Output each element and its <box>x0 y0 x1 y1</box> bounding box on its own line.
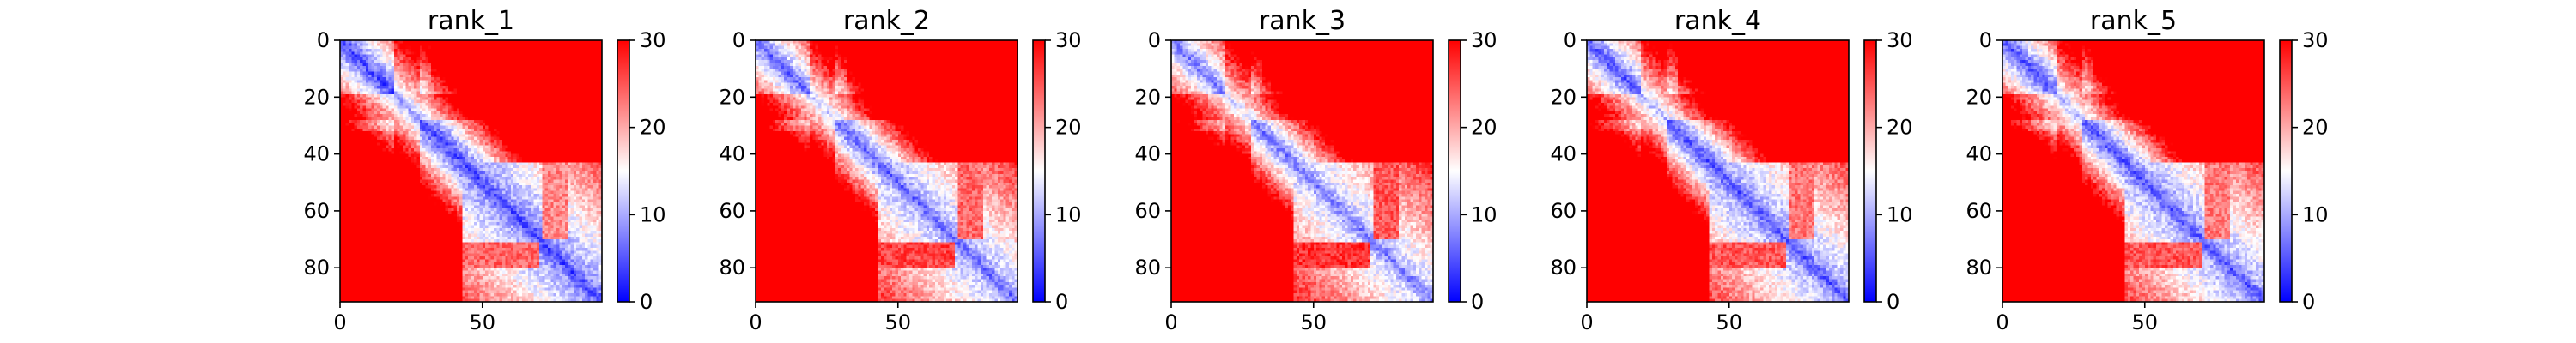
y-tick-label: 40 <box>1550 142 1577 166</box>
x-tick-label: 50 <box>469 310 495 334</box>
colorbar-tick-label: 0 <box>2302 290 2315 314</box>
y-tick-label: 20 <box>1550 85 1577 109</box>
x-tick-label: 0 <box>1996 310 2008 334</box>
panel-rank_1: rank_1 0 50 0 20 40 60 80 0 10 20 30 <box>303 6 665 334</box>
colorbar-tick-label: 30 <box>2302 28 2329 52</box>
heatmap-cells <box>2002 40 2265 303</box>
y-tick-label: 0 <box>732 28 745 52</box>
y-tick-label: 0 <box>1148 28 1161 52</box>
y-tick-label: 20 <box>719 85 745 109</box>
y-tick-label: 80 <box>1965 256 1992 280</box>
heatmap-cells <box>340 40 603 303</box>
y-tick-label: 80 <box>1134 256 1161 280</box>
y-tick-label: 0 <box>1979 28 1992 52</box>
colorbar-tick-label: 30 <box>640 28 666 52</box>
colorbar-gradient <box>1033 40 1045 302</box>
y-tick-label: 40 <box>303 142 330 166</box>
colorbar-tick-label: 20 <box>1886 116 1913 140</box>
panel-title: rank_4 <box>1674 6 1761 36</box>
y-tick-label: 60 <box>1134 199 1161 223</box>
colorbar-frame <box>1448 39 1461 303</box>
heatmap-frame <box>1170 39 1434 303</box>
y-tick-label: 80 <box>1550 256 1577 280</box>
y-tick-label: 60 <box>719 199 745 223</box>
colorbar-gradient <box>1449 40 1461 302</box>
x-tick-label: 0 <box>1580 310 1593 334</box>
y-tick-label: 20 <box>303 85 330 109</box>
heatmap-cells <box>1587 40 1850 303</box>
panel-title: rank_2 <box>843 6 930 36</box>
heatmap-frame <box>1586 39 1850 303</box>
colorbar-tick-label: 0 <box>1055 290 1068 314</box>
y-tick-label: 0 <box>317 28 330 52</box>
y-tick-label: 40 <box>1965 142 1992 166</box>
y-tick-label: 0 <box>1564 28 1577 52</box>
heatmap-frame <box>339 39 603 303</box>
colorbar-frame <box>1032 39 1046 303</box>
colorbar-tick-label: 0 <box>1471 290 1484 314</box>
heatmap-frame <box>2002 39 2265 303</box>
y-tick-label: 20 <box>1134 85 1161 109</box>
colorbar-tick-label: 20 <box>640 116 666 140</box>
heatmap-cells <box>756 40 1018 303</box>
colorbar-tick-label: 30 <box>1471 28 1498 52</box>
heatmap-cells <box>1171 40 1434 303</box>
colorbar-frame <box>2279 39 2293 303</box>
y-tick-label: 80 <box>719 256 745 280</box>
panel-rank_4: rank_4 0 50 0 20 40 60 80 0 10 20 30 <box>1550 6 1912 334</box>
colorbar-tick-label: 10 <box>1886 202 1913 226</box>
colorbar-tick-label: 0 <box>640 290 653 314</box>
colorbar-tick-label: 10 <box>1471 202 1498 226</box>
y-tick-label: 40 <box>719 142 745 166</box>
y-tick-label: 60 <box>1550 199 1577 223</box>
y-tick-label: 80 <box>303 256 330 280</box>
colorbar-gradient <box>1864 40 1876 302</box>
panel-rank_2: rank_2 0 50 0 20 40 60 80 0 10 20 30 <box>719 6 1081 334</box>
colorbar-tick-label: 20 <box>1055 116 1082 140</box>
panel-title: rank_5 <box>2090 6 2177 36</box>
heatmap-frame <box>755 39 1018 303</box>
x-tick-label: 50 <box>2131 310 2158 334</box>
colorbar-tick-label: 30 <box>1886 28 1913 52</box>
y-tick-label: 60 <box>303 199 330 223</box>
panel-title: rank_1 <box>428 6 514 36</box>
x-tick-label: 0 <box>333 310 346 334</box>
colorbar-frame <box>1863 39 1877 303</box>
colorbar-tick-label: 10 <box>2302 202 2329 226</box>
x-tick-label: 50 <box>884 310 911 334</box>
panel-title: rank_3 <box>1259 6 1346 36</box>
colorbar-tick-label: 20 <box>2302 116 2329 140</box>
colorbar-frame <box>617 39 630 303</box>
colorbar-tick-label: 10 <box>640 202 666 226</box>
y-tick-label: 40 <box>1134 142 1161 166</box>
colorbar-tick-label: 30 <box>1055 28 1082 52</box>
y-tick-label: 20 <box>1965 85 1992 109</box>
colorbar-tick-label: 0 <box>1886 290 1899 314</box>
x-tick-label: 50 <box>1300 310 1327 334</box>
x-tick-label: 0 <box>749 310 762 334</box>
colorbar-gradient <box>2280 40 2292 302</box>
panel-rank_5: rank_5 0 50 0 20 40 60 80 0 10 20 30 <box>1965 6 2328 334</box>
y-tick-label: 60 <box>1965 199 1992 223</box>
x-tick-label: 50 <box>1716 310 1742 334</box>
panel-rank_3: rank_3 0 50 0 20 40 60 80 0 10 20 30 <box>1134 6 1497 334</box>
colorbar-tick-label: 20 <box>1471 116 1498 140</box>
x-tick-label: 0 <box>1164 310 1177 334</box>
colorbar-tick-label: 10 <box>1055 202 1082 226</box>
colorbar-gradient <box>617 40 629 302</box>
